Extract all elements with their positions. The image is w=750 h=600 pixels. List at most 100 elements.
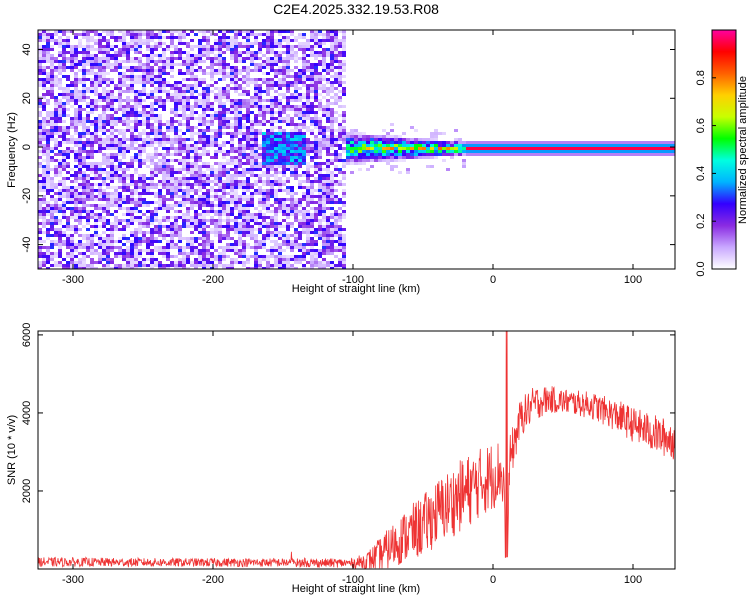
heatmap-cell xyxy=(98,33,102,36)
heatmap-cell xyxy=(206,249,210,252)
heatmap-cell xyxy=(134,237,138,240)
heatmap-cell xyxy=(218,234,222,237)
heatmap-cell xyxy=(94,90,98,93)
heatmap-cell xyxy=(190,108,194,111)
heatmap-cell xyxy=(142,198,146,201)
heatmap-cell xyxy=(282,117,286,120)
heatmap-cell xyxy=(134,60,138,63)
heatmap-cell xyxy=(38,141,42,144)
heatmap-cell xyxy=(102,39,106,42)
heatmap-cell xyxy=(462,147,466,150)
heatmap-cell xyxy=(234,231,238,234)
heatmap-cell xyxy=(38,129,42,132)
heatmap-cell xyxy=(306,63,310,66)
heatmap-cell xyxy=(286,204,290,207)
heatmap-cell xyxy=(150,75,154,78)
heatmap-cell xyxy=(94,72,98,75)
heatmap-cell xyxy=(78,213,82,216)
heatmap-cell xyxy=(270,108,274,111)
heatmap-cell xyxy=(146,69,150,72)
heatmap-cell xyxy=(474,147,478,150)
heatmap-cell xyxy=(334,42,338,45)
heatmap-cell xyxy=(194,174,198,177)
heatmap-cell xyxy=(174,201,178,204)
heatmap-cell xyxy=(218,144,222,147)
heatmap-cell xyxy=(326,51,330,54)
heatmap-cell xyxy=(322,96,326,99)
heatmap-cell xyxy=(270,69,274,72)
heatmap-cell xyxy=(234,186,238,189)
heatmap-cell xyxy=(322,111,326,114)
heatmap-cell xyxy=(210,207,214,210)
heatmap-cell xyxy=(270,204,274,207)
heatmap-cell xyxy=(206,84,210,87)
heatmap-cell xyxy=(318,93,322,96)
heatmap-cell xyxy=(474,141,478,144)
heatmap-cell xyxy=(278,132,282,135)
heatmap-cell xyxy=(190,150,194,153)
heatmap-cell xyxy=(146,210,150,213)
heatmap-cell xyxy=(166,162,170,165)
heatmap-cell xyxy=(238,147,242,150)
heatmap-cell xyxy=(42,219,46,222)
heatmap-cell xyxy=(230,156,234,159)
heatmap-cell xyxy=(254,123,258,126)
heatmap-cell xyxy=(58,222,62,225)
heatmap-cell xyxy=(130,36,134,39)
heatmap-cell xyxy=(182,108,186,111)
heatmap-cell xyxy=(94,252,98,255)
heatmap-cell xyxy=(70,66,74,69)
heatmap-cell xyxy=(390,156,394,159)
heatmap-cell xyxy=(290,30,294,33)
heatmap-cell xyxy=(322,201,326,204)
heatmap-cell xyxy=(226,63,230,66)
heatmap-cell xyxy=(110,114,114,117)
heatmap-cell xyxy=(70,69,74,72)
heatmap-cell xyxy=(194,117,198,120)
heatmap-cell xyxy=(62,150,66,153)
heatmap-cell xyxy=(422,141,426,144)
heatmap-cell xyxy=(46,180,50,183)
heatmap-cell xyxy=(102,75,106,78)
heatmap-cell xyxy=(370,141,374,144)
heatmap-cell xyxy=(326,114,330,117)
heatmap-cell xyxy=(118,60,122,63)
heatmap-cell xyxy=(126,99,130,102)
heatmap-cell xyxy=(74,165,78,168)
heatmap-cell xyxy=(342,174,346,177)
heatmap-cell xyxy=(42,51,46,54)
heatmap-cell xyxy=(270,144,274,147)
heatmap-cell xyxy=(230,228,234,231)
heatmap-cell xyxy=(226,222,230,225)
heatmap-cell xyxy=(170,225,174,228)
heatmap-cell xyxy=(58,195,62,198)
heatmap-cell xyxy=(234,228,238,231)
heatmap-cell xyxy=(270,210,274,213)
heatmap-cell xyxy=(318,144,322,147)
heatmap-cell xyxy=(310,165,314,168)
heatmap-cell xyxy=(134,210,138,213)
heatmap-cell xyxy=(210,228,214,231)
heatmap-cell xyxy=(250,237,254,240)
heatmap-cell xyxy=(266,225,270,228)
heatmap-cell xyxy=(62,30,66,33)
heatmap-cell xyxy=(106,45,110,48)
heatmap-cell xyxy=(270,102,274,105)
heatmap-cell xyxy=(242,168,246,171)
heatmap-cell xyxy=(250,192,254,195)
heatmap-cell xyxy=(38,66,42,69)
heatmap-cell xyxy=(382,153,386,156)
heatmap-cell xyxy=(138,93,142,96)
heatmap-cell xyxy=(262,132,266,135)
heatmap-cell xyxy=(202,39,206,42)
heatmap-cell xyxy=(98,252,102,255)
heatmap-cell xyxy=(178,246,182,249)
heatmap-cell xyxy=(62,180,66,183)
heatmap-cell xyxy=(50,240,54,243)
heatmap-cell xyxy=(78,78,82,81)
heatmap-cell xyxy=(234,201,238,204)
heatmap-cell xyxy=(210,30,214,33)
heatmap-cell xyxy=(170,153,174,156)
heatmap-cell xyxy=(342,63,346,66)
heatmap-cell xyxy=(194,105,198,108)
